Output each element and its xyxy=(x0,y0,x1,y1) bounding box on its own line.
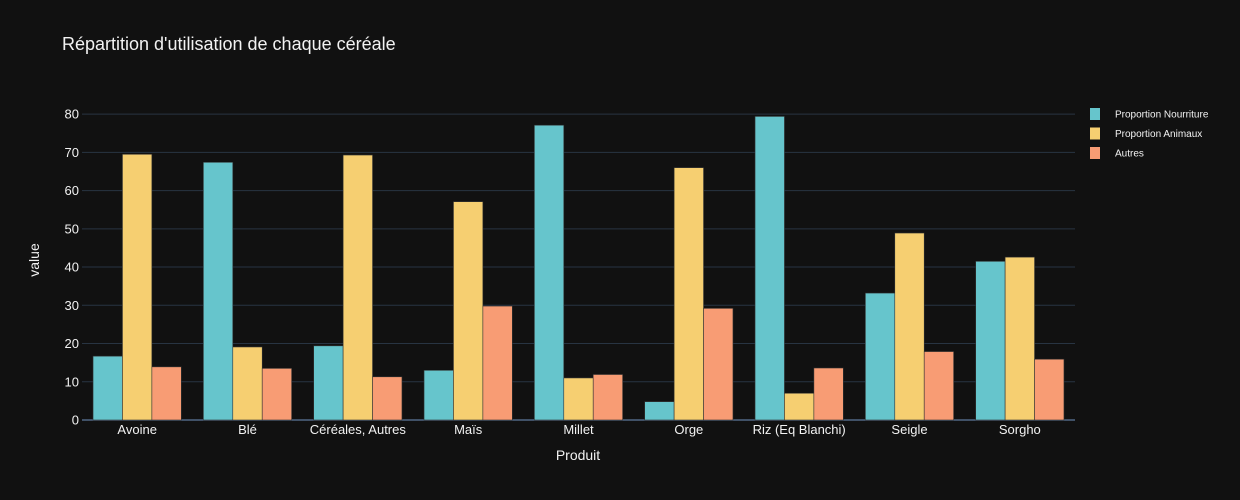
x-tick-label: Orge xyxy=(674,422,703,437)
bar[interactable] xyxy=(563,377,594,421)
y-tick-label: 50 xyxy=(65,221,79,236)
y-tick-label: 70 xyxy=(65,145,79,160)
bar[interactable] xyxy=(453,201,484,421)
bar[interactable] xyxy=(975,261,1006,421)
legend-swatch[interactable] xyxy=(1090,127,1100,140)
y-tick-label: 0 xyxy=(72,413,79,428)
y-tick-label: 60 xyxy=(65,183,79,198)
bar[interactable] xyxy=(423,369,454,421)
bar[interactable] xyxy=(342,154,373,421)
bar[interactable] xyxy=(261,368,292,421)
x-tick-label: Riz (Eq Blanchi) xyxy=(753,422,846,437)
bar[interactable] xyxy=(151,366,182,421)
x-tick-label: Avoine xyxy=(117,422,157,437)
bar[interactable] xyxy=(372,376,403,421)
x-tick-label: Blé xyxy=(238,422,257,437)
bar[interactable] xyxy=(203,161,234,421)
bar[interactable] xyxy=(784,392,815,421)
bar[interactable] xyxy=(92,355,123,421)
x-axis-title: Produit xyxy=(556,447,600,463)
bars[interactable] xyxy=(92,116,1065,421)
x-tick-label: Sorgho xyxy=(999,422,1041,437)
bar[interactable] xyxy=(1034,358,1065,421)
bar[interactable] xyxy=(534,124,565,421)
legend-label[interactable]: Proportion Nourriture xyxy=(1115,110,1209,121)
legend-swatch[interactable] xyxy=(1090,108,1100,120)
x-tick-label: Seigle xyxy=(891,422,927,437)
legend-swatch[interactable] xyxy=(1090,147,1100,159)
bar[interactable] xyxy=(644,401,675,421)
y-axis-ticks: 0 10 20 30 40 50 60 70 80 xyxy=(65,107,79,428)
y-tick-label: 30 xyxy=(65,298,79,313)
y-tick-label: 20 xyxy=(65,336,79,351)
y-tick-label: 80 xyxy=(65,107,79,122)
bar[interactable] xyxy=(754,116,785,421)
bar[interactable] xyxy=(894,232,925,421)
bar[interactable] xyxy=(122,153,153,421)
bar[interactable] xyxy=(1004,256,1035,421)
x-tick-label: Céréales, Autres xyxy=(310,422,407,437)
legend-label[interactable]: Autres xyxy=(1115,149,1144,160)
legend-label[interactable]: Proportion Animaux xyxy=(1115,129,1202,140)
bar[interactable] xyxy=(813,367,844,421)
y-axis-title: value xyxy=(26,243,42,277)
y-tick-label: 10 xyxy=(65,374,79,389)
bar[interactable] xyxy=(673,167,704,421)
bar[interactable] xyxy=(865,292,896,421)
bar[interactable] xyxy=(313,345,344,421)
chart-title: Répartition d'utilisation de chaque céré… xyxy=(62,34,396,54)
bar[interactable] xyxy=(592,374,623,421)
y-tick-label: 40 xyxy=(65,260,79,275)
bar[interactable] xyxy=(232,346,263,421)
x-tick-label: Millet xyxy=(563,422,594,437)
bar[interactable] xyxy=(923,351,954,421)
x-axis-ticks: Avoine Blé Céréales, Autres Maïs Millet Orge R… xyxy=(117,422,1040,437)
bar[interactable] xyxy=(703,308,734,421)
bar[interactable] xyxy=(482,305,513,421)
x-tick-label: Maïs xyxy=(454,422,483,437)
legend[interactable]: Proportion Nourriture Proportion Animaux A… xyxy=(1090,108,1209,160)
